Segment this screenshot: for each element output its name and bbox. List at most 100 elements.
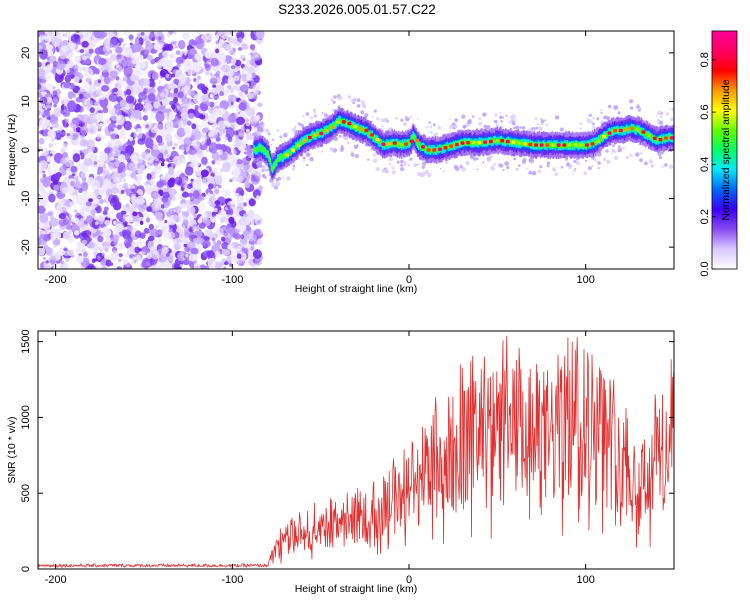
noise-blob bbox=[63, 32, 70, 38]
noise-blob bbox=[200, 135, 208, 144]
ridge-speck bbox=[302, 115, 305, 118]
ridge-speck bbox=[526, 167, 529, 170]
ridge-speck bbox=[554, 115, 560, 120]
noise-blob bbox=[184, 231, 190, 238]
noise-blob bbox=[220, 168, 224, 173]
ridge-speck bbox=[252, 132, 256, 136]
noise-blob bbox=[236, 246, 242, 251]
noise-blob bbox=[224, 233, 233, 243]
noise-blob bbox=[140, 31, 145, 36]
noise-blob bbox=[175, 50, 181, 55]
ridge-speck bbox=[482, 161, 484, 164]
ridge-speck bbox=[592, 125, 596, 129]
ridge-speck bbox=[617, 111, 621, 115]
ridge-speck bbox=[668, 164, 674, 169]
noise-blob bbox=[118, 253, 123, 258]
ridge-speck bbox=[277, 176, 282, 181]
noise-blob bbox=[201, 212, 208, 221]
ridge-speck bbox=[286, 176, 291, 181]
noise-blob bbox=[134, 221, 140, 227]
ridge-speck bbox=[544, 119, 547, 122]
ridge-speck bbox=[605, 149, 609, 153]
ridge-speck bbox=[360, 100, 366, 106]
noise-blob bbox=[63, 176, 70, 184]
ridge-speck bbox=[540, 118, 542, 120]
ridge-speck bbox=[276, 129, 280, 132]
ridge-speck bbox=[291, 127, 296, 132]
noise-blob bbox=[179, 264, 183, 268]
noise-blob bbox=[111, 187, 119, 194]
ridge-speck bbox=[400, 163, 404, 167]
noise-blob bbox=[238, 91, 243, 97]
noise-blob bbox=[214, 188, 220, 195]
noise-blob bbox=[192, 238, 199, 243]
noise-blob bbox=[142, 115, 148, 121]
ridge-speck bbox=[658, 155, 663, 160]
noise-blob bbox=[126, 141, 130, 145]
ridge-speck bbox=[513, 118, 517, 122]
ridge-speck bbox=[421, 165, 425, 169]
noise-blob bbox=[109, 53, 117, 62]
noise-blob bbox=[165, 73, 170, 78]
noise-blob bbox=[241, 247, 246, 252]
noise-blob bbox=[191, 225, 195, 230]
ridge-speck bbox=[603, 115, 608, 119]
noise-blob bbox=[62, 119, 66, 125]
ridge-speck bbox=[321, 112, 324, 114]
noise-blob bbox=[204, 50, 212, 59]
ridge-speck bbox=[360, 110, 365, 115]
ridge-speck bbox=[506, 166, 510, 170]
noise-blob bbox=[202, 240, 211, 248]
noise-blob bbox=[248, 198, 256, 207]
noise-blob bbox=[177, 91, 184, 99]
noise-blob bbox=[217, 149, 223, 155]
ridge-speck bbox=[279, 135, 282, 138]
ridge-speck bbox=[620, 114, 623, 117]
noise-blob bbox=[257, 102, 263, 108]
noise-blob bbox=[196, 31, 202, 36]
ridge-speck bbox=[294, 126, 297, 128]
noise-blob bbox=[109, 176, 114, 180]
noise-blob bbox=[102, 135, 107, 139]
noise-blob bbox=[209, 77, 218, 85]
ridge-speck bbox=[442, 170, 445, 173]
ridge-speck bbox=[588, 113, 592, 117]
noise-blob bbox=[132, 181, 136, 185]
noise-blob bbox=[172, 155, 182, 166]
ridge-speck bbox=[591, 164, 594, 167]
ridge-speck bbox=[373, 109, 377, 113]
noise-blob bbox=[207, 257, 217, 269]
ridge-speck bbox=[400, 167, 405, 172]
noise-blob bbox=[97, 235, 104, 243]
noise-blob bbox=[104, 118, 111, 123]
noise-blob bbox=[173, 209, 177, 212]
ridge-speck bbox=[594, 158, 597, 162]
noise-blob bbox=[238, 131, 245, 138]
noise-blob bbox=[167, 96, 172, 102]
ridge-speck bbox=[332, 100, 336, 104]
ridge-speck bbox=[583, 171, 588, 176]
ridge-speck bbox=[396, 160, 400, 164]
noise-blob bbox=[52, 161, 58, 167]
ridge-speck bbox=[347, 95, 352, 99]
ridge-speck bbox=[568, 165, 572, 169]
ridge-speck bbox=[416, 171, 422, 177]
ridge-speck bbox=[596, 117, 600, 121]
ridge-speck bbox=[351, 98, 356, 103]
noise-blob bbox=[230, 159, 238, 168]
ridge-speck bbox=[409, 115, 412, 118]
noise-blob bbox=[216, 240, 222, 246]
noise-blob bbox=[60, 260, 65, 265]
noise-blob bbox=[46, 64, 53, 71]
noise-blob bbox=[83, 251, 88, 257]
noise-blob bbox=[138, 91, 147, 101]
ridge-speck bbox=[538, 126, 543, 131]
noise-blob bbox=[195, 79, 200, 84]
ridge-speck bbox=[388, 162, 392, 166]
ridge-speck bbox=[281, 176, 285, 179]
noise-blob bbox=[95, 113, 100, 119]
noise-blob bbox=[122, 76, 129, 82]
noise-blob bbox=[70, 135, 74, 139]
ridge-speck bbox=[664, 163, 668, 167]
ridge-speck bbox=[532, 128, 536, 132]
